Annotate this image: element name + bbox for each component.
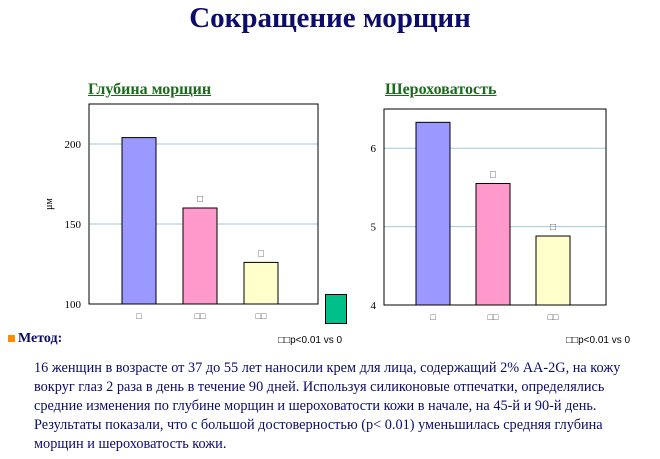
y-tick-label: 5 — [371, 222, 377, 234]
y-tick-label: 200 — [65, 139, 82, 151]
bar — [182, 207, 218, 305]
significance-marker: □ — [550, 222, 556, 233]
legend-swatch — [325, 294, 347, 324]
category-label: □ — [430, 312, 436, 322]
significance-marker: □ — [197, 194, 203, 205]
method-description: 16 женщин в возрасте от 37 до 55 лет нан… — [34, 360, 621, 452]
bar — [243, 261, 279, 305]
chart-title-wrinkle-depth: Глубина морщин — [88, 81, 212, 98]
y-axis-label: μм — [44, 197, 55, 209]
bar — [415, 121, 451, 306]
y-tick-label: 4 — [371, 300, 377, 312]
category-label: □□ — [488, 312, 499, 322]
bullet-icon — [8, 335, 15, 342]
category-label: □□ — [256, 311, 267, 321]
chart-note-wrinkle-depth: □□p<0.01 vs 0 — [278, 335, 343, 346]
bar — [535, 235, 571, 306]
method-heading: Метод: — [8, 331, 62, 347]
chart-note-roughness: □□p<0.01 vs 0 — [566, 335, 631, 346]
method-label: Метод: — [18, 331, 63, 346]
significance-marker: □ — [490, 169, 496, 180]
category-label: □□ — [195, 311, 206, 321]
category-label: □ — [136, 311, 142, 321]
y-tick-label: 6 — [371, 143, 377, 155]
y-tick-label: 100 — [65, 299, 82, 311]
page-title: Сокращение морщин — [189, 2, 471, 34]
significance-marker: □ — [258, 248, 264, 259]
bar — [121, 137, 157, 305]
chart-title-roughness: Шероховатость — [385, 81, 497, 98]
bar — [475, 182, 511, 306]
y-tick-label: 150 — [65, 219, 82, 231]
category-label: □□ — [548, 312, 559, 322]
